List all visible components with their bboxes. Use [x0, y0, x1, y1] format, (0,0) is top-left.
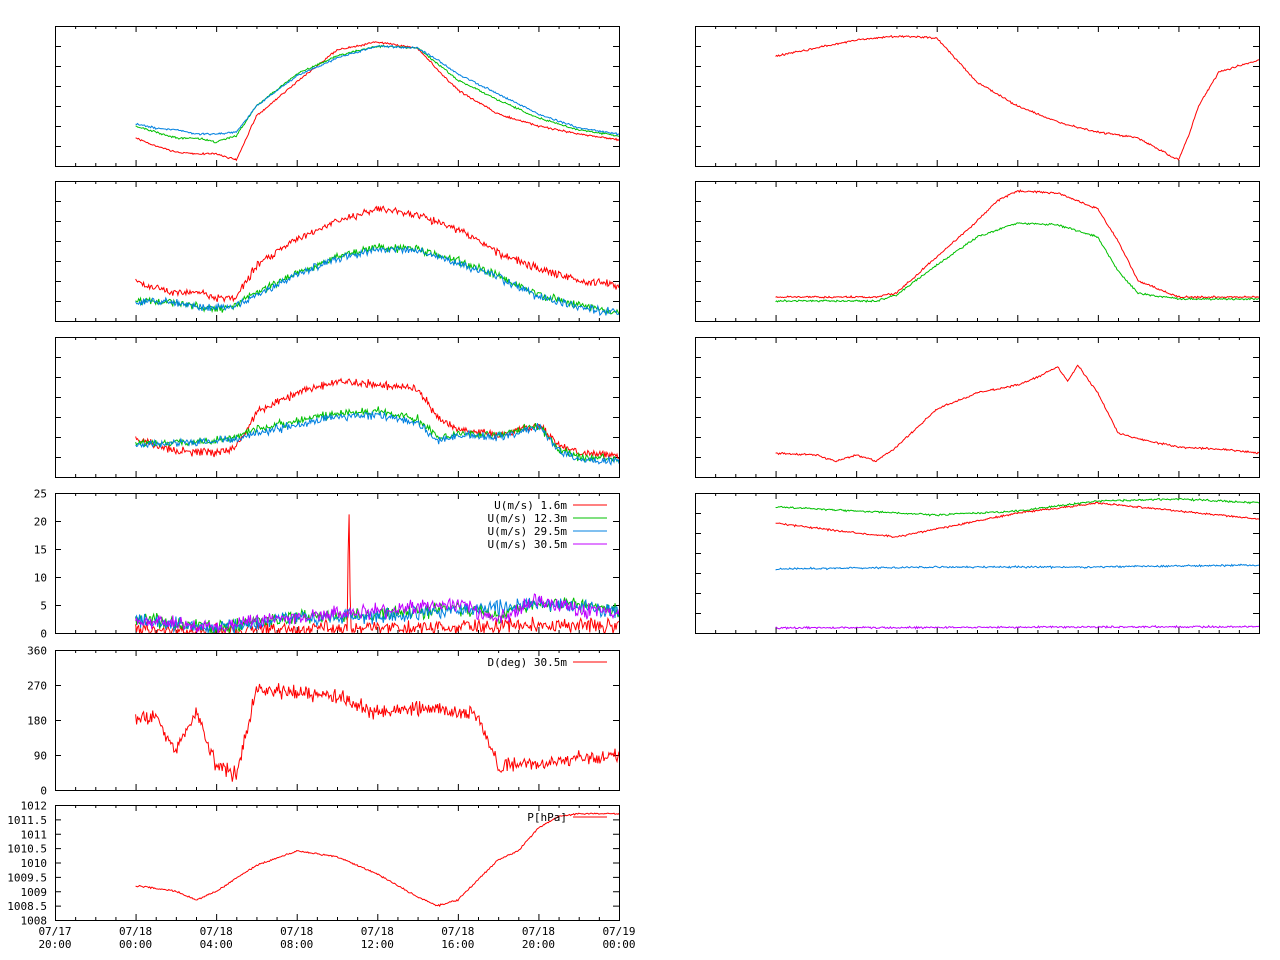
series-line-u-m-s-1-6m: [135, 514, 619, 633]
x-tick-label: 07/18 08:00: [280, 925, 313, 951]
series-line-0: [135, 377, 619, 460]
y-tick-label: 10: [34, 572, 47, 585]
x-tick-label: 07/18 16:00: [441, 925, 474, 951]
x-tick-label: 07/17 20:00: [38, 925, 71, 951]
legend-label: P[hPa]: [527, 811, 567, 824]
y-tick-label: 360: [27, 645, 47, 658]
series-line-1: [135, 44, 619, 144]
series-line-0: [135, 41, 619, 162]
series-line-u-m-s-30-5m: [135, 593, 619, 633]
y-tick-label: 1011: [21, 828, 48, 841]
series-line-1: [135, 243, 619, 315]
y-tick-label: 1009.5: [7, 871, 47, 884]
chart-panel-right-3: [695, 337, 1260, 478]
series-line-u-m-s-29-5m: [135, 597, 619, 633]
x-tick-label: 07/18 12:00: [361, 925, 394, 951]
legend-label: U(m/s) 30.5m: [488, 538, 568, 551]
series-line-1: [775, 497, 1259, 517]
x-tick-label: 07/18 04:00: [200, 925, 233, 951]
y-tick-label: 1010.5: [7, 843, 47, 856]
y-tick-label: 1008: [21, 915, 48, 928]
series-line-0: [775, 35, 1259, 161]
chart-panel-left-3: [55, 337, 620, 478]
series-line-2: [775, 563, 1259, 571]
x-tick-label: 07/18 00:00: [119, 925, 152, 951]
series-line-0: [775, 364, 1259, 463]
series-line-3: [775, 624, 1259, 630]
y-tick-label: 5: [40, 600, 47, 613]
plot-frame: [695, 337, 1260, 478]
series-line-p-hpa-: [135, 812, 619, 908]
plot-frame: [695, 493, 1260, 634]
legend-label: U(m/s) 12.3m: [488, 512, 568, 525]
legend-label: U(m/s) 29.5m: [488, 525, 568, 538]
legend-label: D(deg) 30.5m: [488, 656, 568, 669]
series-line-1: [775, 222, 1259, 303]
plot-frame: [55, 337, 620, 478]
series-line-0: [775, 189, 1259, 299]
legend-label: U(m/s) 1.6m: [494, 499, 567, 512]
chart-panel-left-2: [55, 181, 620, 322]
y-tick-label: 1011.5: [7, 814, 47, 827]
y-tick-label: 0: [40, 785, 47, 798]
y-tick-label: 1008.5: [7, 900, 47, 913]
y-tick-label: 0: [40, 628, 47, 641]
y-tick-label: 15: [34, 544, 47, 557]
y-tick-label: 1010: [21, 857, 48, 870]
series-line-0: [135, 205, 619, 303]
chart-panel-left-5: 0 90 180 270 360 D(deg) 30.5m: [27, 645, 620, 798]
y-tick-label: 180: [27, 715, 47, 728]
plot-frame: [55, 26, 620, 167]
y-tick-label: 1012: [21, 800, 48, 813]
y-tick-label: 25: [34, 488, 47, 501]
x-tick-label: 07/19 00:00: [602, 925, 635, 951]
series-line-2: [135, 44, 619, 136]
y-tick-label: 270: [27, 680, 47, 693]
series-line-1: [135, 406, 619, 464]
y-tick-label: 90: [34, 750, 47, 763]
x-tick-label: 07/18 20:00: [522, 925, 555, 951]
chart-panel-left-1: [55, 26, 620, 167]
y-tick-label: 20: [34, 516, 47, 529]
chart-panel-right-4: [695, 493, 1260, 634]
series-line-d-deg-30-5m: [135, 683, 619, 782]
y-tick-label: 1009: [21, 886, 48, 899]
series-line-2: [135, 245, 619, 317]
plot-frame: [695, 26, 1260, 167]
series-line-0: [775, 501, 1259, 538]
chart-panel-right-2: [695, 181, 1260, 322]
chart-panel-right-1: [695, 26, 1260, 167]
series-line-2: [135, 410, 619, 466]
